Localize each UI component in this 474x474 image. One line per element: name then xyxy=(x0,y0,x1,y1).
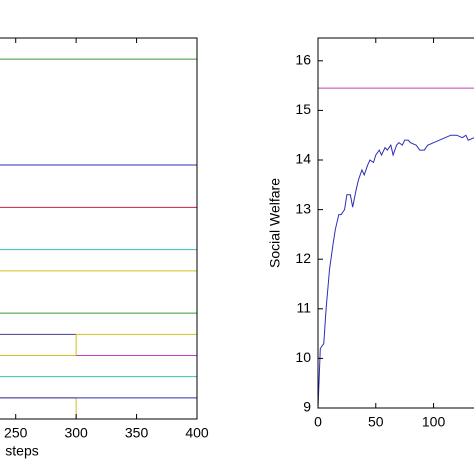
x-tick-label: 50 xyxy=(368,414,384,430)
y-tick-label: 11 xyxy=(296,300,311,316)
x-axis-label: steps xyxy=(5,443,38,459)
plot-frame xyxy=(317,37,474,409)
x-tick-label: 100 xyxy=(422,414,446,430)
y-tick-label: 14 xyxy=(295,151,311,167)
y-tick-label: 9 xyxy=(303,399,311,415)
x-tick-label: 300 xyxy=(64,425,88,441)
x-tick-label: 250 xyxy=(4,425,28,441)
y-tick-label: 15 xyxy=(295,101,311,117)
y-tick-label: 13 xyxy=(295,200,311,216)
y-tick-label: 16 xyxy=(295,52,311,68)
series-line xyxy=(0,397,197,420)
plot-frame xyxy=(0,37,198,420)
y-axis-label: Social Welfare xyxy=(267,178,283,268)
y-tick-label: 12 xyxy=(295,250,311,266)
x-tick-label: 400 xyxy=(185,425,209,441)
series-line xyxy=(317,134,474,409)
series-line xyxy=(0,333,197,356)
y-tick-label: 10 xyxy=(295,349,311,365)
x-tick-label: 350 xyxy=(125,425,149,441)
x-tick-label: 0 xyxy=(314,414,322,430)
